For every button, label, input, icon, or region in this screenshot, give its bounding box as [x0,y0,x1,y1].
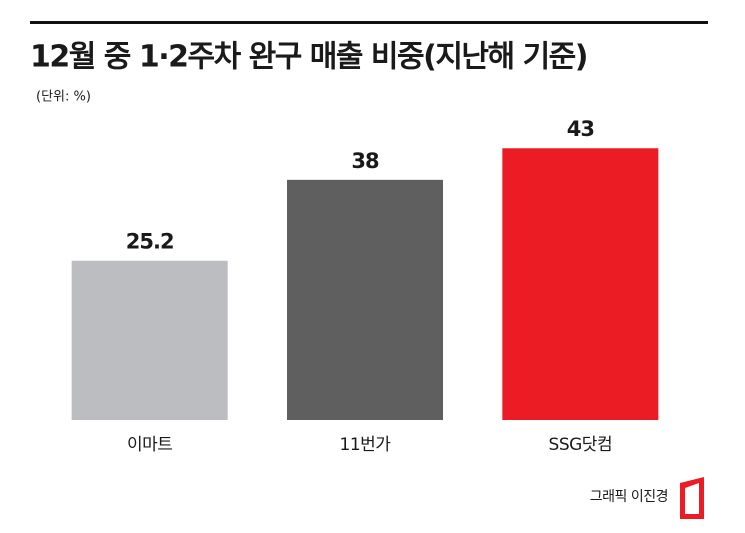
value-label: 43 [567,117,594,141]
chart-title: 12월 중 1·2주차 완구 매출 비중(지난해 기준) [30,40,587,75]
bar [287,179,443,420]
top-rule [30,21,708,24]
x-tick-label: SSG닷컴 [549,435,613,455]
x-tick-label: 11번가 [340,435,392,455]
bar [502,148,659,421]
chart-subtitle: (단위: %) [36,90,91,105]
value-label: 38 [351,149,379,173]
value-label: 25.2 [126,230,174,254]
bar [71,260,228,420]
x-tick-label: 이마트 [127,435,172,455]
credit: 그래픽 이진경 [590,489,668,505]
logo [680,477,704,519]
